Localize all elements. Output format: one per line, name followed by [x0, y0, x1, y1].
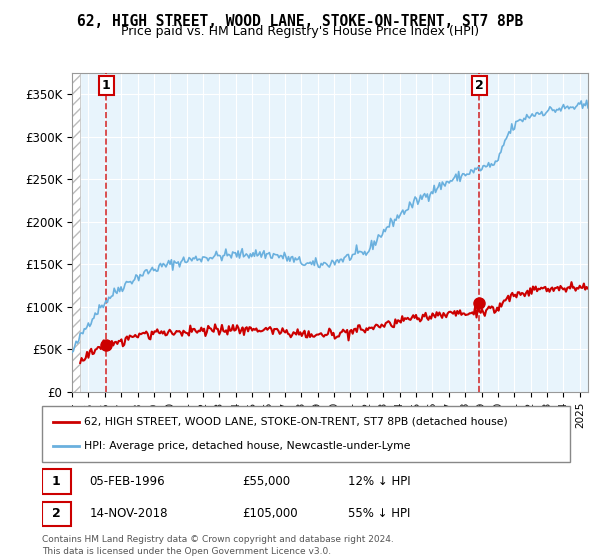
Text: 1: 1 — [52, 475, 61, 488]
Text: HPI: Average price, detached house, Newcastle-under-Lyme: HPI: Average price, detached house, Newc… — [84, 441, 411, 451]
Text: 12% ↓ HPI: 12% ↓ HPI — [348, 475, 411, 488]
Text: Contains HM Land Registry data © Crown copyright and database right 2024.
This d: Contains HM Land Registry data © Crown c… — [42, 535, 394, 556]
Text: £105,000: £105,000 — [242, 507, 298, 520]
FancyBboxPatch shape — [42, 502, 71, 526]
Text: 2: 2 — [52, 507, 61, 520]
FancyBboxPatch shape — [42, 469, 71, 494]
Text: 62, HIGH STREET, WOOD LANE, STOKE-ON-TRENT, ST7 8PB (detached house): 62, HIGH STREET, WOOD LANE, STOKE-ON-TRE… — [84, 417, 508, 427]
Bar — [72, 73, 80, 392]
Text: 62, HIGH STREET, WOOD LANE, STOKE-ON-TRENT, ST7 8PB: 62, HIGH STREET, WOOD LANE, STOKE-ON-TRE… — [77, 14, 523, 29]
Text: 1: 1 — [102, 79, 110, 92]
FancyBboxPatch shape — [42, 406, 570, 462]
Bar — [72, 73, 80, 392]
Text: £55,000: £55,000 — [242, 475, 291, 488]
Text: 2: 2 — [475, 79, 484, 92]
Text: Price paid vs. HM Land Registry's House Price Index (HPI): Price paid vs. HM Land Registry's House … — [121, 25, 479, 38]
Text: 05-FEB-1996: 05-FEB-1996 — [89, 475, 165, 488]
Text: 55% ↓ HPI: 55% ↓ HPI — [348, 507, 410, 520]
Text: 14-NOV-2018: 14-NOV-2018 — [89, 507, 168, 520]
